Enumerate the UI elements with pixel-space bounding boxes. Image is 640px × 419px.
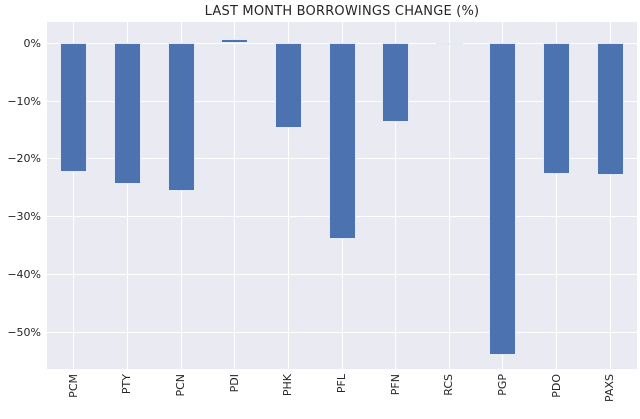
v-gridline — [395, 22, 397, 369]
v-gridline — [126, 22, 128, 369]
plot-area — [47, 22, 637, 369]
bar-pfn — [382, 43, 410, 122]
y-tick-label: −10% — [7, 94, 41, 108]
v-gridline — [180, 22, 182, 369]
y-tick-label: −30% — [7, 210, 41, 224]
bar-pgp — [489, 43, 517, 356]
x-tick-label: PDI — [227, 374, 241, 393]
v-gridline — [234, 22, 236, 369]
x-tick-label: PCM — [66, 374, 80, 398]
x-tick-label: PGP — [495, 374, 509, 396]
chart-title: LAST MONTH BORROWINGS CHANGE (%) — [204, 4, 480, 19]
v-gridline — [287, 22, 289, 369]
bar-pty — [113, 43, 141, 184]
x-tick-label: PDO — [549, 374, 563, 398]
bar-paxs — [596, 43, 624, 175]
v-gridline — [448, 22, 450, 369]
x-tick-label: PAXS — [603, 374, 617, 402]
x-tick-label: PCN — [174, 374, 188, 397]
y-tick-label: 0% — [23, 36, 41, 50]
bar-pcn — [167, 43, 195, 192]
y-tick-label: −20% — [7, 152, 41, 166]
x-tick-label: RCS — [442, 374, 456, 396]
x-tick-label: PTY — [120, 374, 134, 395]
bar-rcs — [435, 43, 463, 46]
v-gridline — [609, 22, 611, 369]
bar-phk — [274, 43, 302, 129]
x-tick-label: PFL — [335, 374, 348, 394]
x-tick-label: PFN — [388, 374, 402, 396]
bar-pcm — [60, 43, 88, 173]
bar-pdo — [543, 43, 571, 174]
bar-pdi — [221, 39, 249, 44]
v-gridline — [556, 22, 558, 369]
bar-pfl — [328, 43, 356, 239]
x-tick-label: PHK — [281, 374, 295, 397]
v-gridline — [73, 22, 75, 369]
y-tick-label: −40% — [7, 267, 41, 281]
y-tick-label: −50% — [7, 325, 41, 339]
